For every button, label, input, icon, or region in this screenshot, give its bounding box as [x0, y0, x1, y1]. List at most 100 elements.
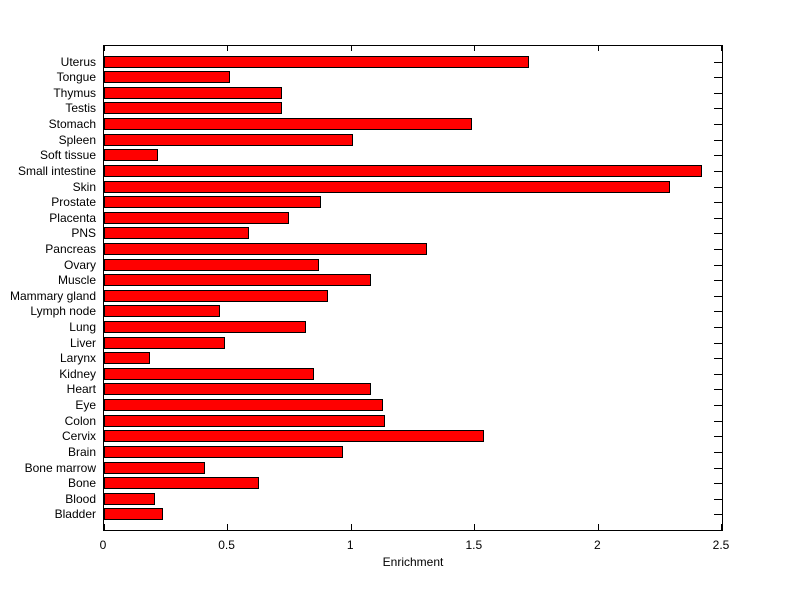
- y-tick: [714, 249, 722, 250]
- y-axis-tick-labels: Uterus Tongue Thymus Testis Stomach Spleen Sof…: [0, 46, 103, 530]
- x-axis-tick-labels: 0 0.5 1 1.5 2 2.5: [99, 538, 730, 552]
- y-tick: [714, 62, 722, 63]
- x-tick: [350, 524, 352, 530]
- y-tick: [714, 468, 722, 469]
- bar: [104, 55, 529, 68]
- plot-area: [103, 45, 723, 531]
- x-tick-label: 0: [99, 538, 107, 552]
- y-tick: [714, 280, 722, 281]
- bar: [104, 383, 371, 396]
- y-tick: [714, 405, 722, 406]
- bar: [104, 71, 230, 84]
- x-tick: [597, 46, 599, 51]
- bar: [104, 118, 472, 131]
- bar: [104, 211, 289, 224]
- y-tick: [714, 155, 722, 156]
- y-tick: [714, 296, 722, 297]
- y-tick-label: Skin: [72, 179, 96, 194]
- y-tick-label: Brain: [67, 444, 96, 459]
- y-tick-label: Small intestine: [17, 163, 96, 178]
- y-tick-label: Pancreas: [45, 241, 96, 256]
- bar: [104, 430, 485, 443]
- y-tick-label: Lymph node: [30, 304, 96, 319]
- x-tick: [227, 524, 229, 530]
- bar: [104, 445, 344, 458]
- x-tick: [474, 524, 476, 530]
- x-tick: [350, 46, 352, 51]
- y-tick: [714, 140, 722, 141]
- y-tick-label: Uterus: [60, 54, 96, 69]
- bar: [104, 86, 282, 99]
- y-tick: [714, 452, 722, 453]
- bar: [104, 336, 225, 349]
- x-tick-label: 1: [346, 538, 354, 552]
- y-tick-label: Larynx: [59, 351, 96, 366]
- y-tick-label: Testis: [65, 101, 96, 116]
- y-tick: [714, 436, 722, 437]
- bar: [104, 102, 282, 115]
- bar: [104, 305, 220, 318]
- y-tick: [714, 421, 722, 422]
- y-tick: [714, 93, 722, 94]
- bar: [104, 461, 205, 474]
- y-tick-label: Tongue: [56, 70, 96, 85]
- bar: [104, 492, 156, 505]
- y-tick-label: Cervix: [61, 429, 96, 444]
- y-tick-label: Ovary: [63, 257, 96, 272]
- y-tick-label: Placenta: [49, 210, 96, 225]
- y-tick-label: Kidney: [59, 366, 96, 381]
- y-tick: [714, 265, 722, 266]
- x-tick-label: 2.5: [712, 538, 730, 552]
- x-tick: [474, 46, 476, 51]
- y-tick: [714, 124, 722, 125]
- x-tick: [104, 524, 105, 530]
- x-axis-label: Enrichment: [382, 555, 444, 569]
- bar: [104, 258, 319, 271]
- y-tick-label: Thymus: [53, 85, 96, 100]
- y-tick-label: Muscle: [57, 273, 96, 288]
- y-tick-label: Prostate: [51, 195, 96, 210]
- y-tick-label: Colon: [64, 413, 96, 428]
- x-tick-label: 2: [594, 538, 601, 552]
- y-tick: [714, 499, 722, 500]
- bar: [104, 289, 329, 302]
- bar: [104, 180, 670, 193]
- x-tick-label: 0.5: [218, 538, 235, 552]
- bar: [104, 508, 163, 521]
- y-tick: [714, 171, 722, 172]
- bar: [104, 227, 250, 240]
- x-tick: [721, 46, 722, 51]
- y-tick: [714, 187, 722, 188]
- y-tick-label: Lung: [69, 320, 96, 335]
- x-tick-label: 1.5: [465, 538, 483, 552]
- y-tick-label: Eye: [75, 398, 96, 413]
- bar: [104, 196, 322, 209]
- y-tick: [714, 343, 722, 344]
- y-tick: [714, 483, 722, 484]
- y-tick: [714, 233, 722, 234]
- y-tick-label: PNS: [71, 226, 96, 241]
- y-tick: [714, 358, 722, 359]
- y-tick-label: Liver: [69, 335, 96, 350]
- y-tick: [714, 327, 722, 328]
- bar: [104, 399, 383, 412]
- bar: [104, 133, 354, 146]
- y-tick: [714, 374, 722, 375]
- y-tick-label: Spleen: [58, 132, 96, 147]
- y-tick: [714, 514, 722, 515]
- x-tick: [721, 524, 722, 530]
- bar: [104, 149, 158, 162]
- bar: [104, 477, 260, 490]
- y-tick-label: Stomach: [48, 117, 96, 132]
- bar: [104, 367, 314, 380]
- y-tick: [714, 311, 722, 312]
- y-tick: [714, 202, 722, 203]
- y-tick-label: Bone marrow: [24, 460, 96, 475]
- y-tick-label: Heart: [66, 382, 96, 397]
- y-tick-label: Bone: [67, 476, 96, 491]
- y-tick: [714, 77, 722, 78]
- y-tick-label: Soft tissue: [39, 148, 96, 163]
- bar: [104, 242, 428, 255]
- bar: [104, 352, 151, 365]
